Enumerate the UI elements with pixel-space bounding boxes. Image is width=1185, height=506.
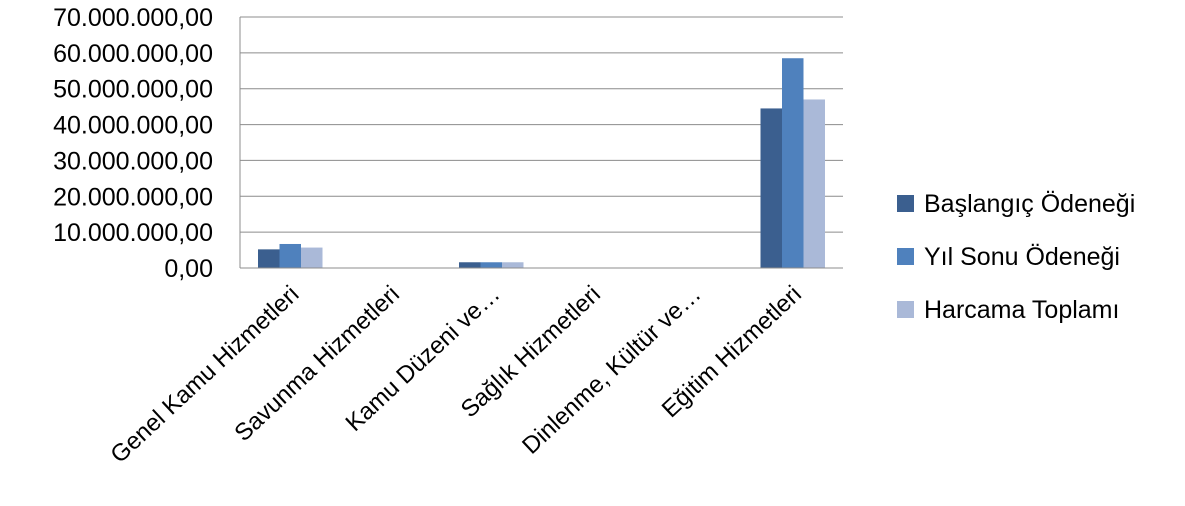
axes	[239, 17, 843, 269]
legend-label: Harcama Toplamı	[924, 296, 1119, 324]
legend-swatch	[897, 195, 914, 212]
bar	[301, 247, 323, 268]
legend-label: Başlangıç Ödeneği	[924, 190, 1135, 218]
bar	[502, 262, 524, 268]
bar	[480, 262, 502, 268]
bars	[258, 58, 825, 268]
y-tick-label: 20.000.000,00	[53, 183, 213, 211]
x-tick-label: Dinlenme, Kültür ve…	[517, 281, 706, 460]
legend-label: Yıl Sonu Ödeneği	[924, 243, 1120, 271]
legend: Başlangıç Ödeneği Yıl Sonu Ödeneği Harcama…	[897, 190, 1135, 324]
bar	[258, 249, 280, 268]
y-axis-tick-labels: 0,00 10.000.000,00 20.000.000,00 30.000.000…	[53, 4, 213, 283]
y-tick-label: 30.000.000,00	[53, 147, 213, 175]
y-tick-label: 70.000.000,00	[53, 4, 213, 32]
y-tick-label: 0,00	[164, 255, 213, 283]
y-tick-label: 10.000.000,00	[53, 219, 213, 247]
x-tick-label: Savunma Hizmetleri	[229, 281, 404, 447]
bar	[760, 108, 782, 268]
legend-swatch	[897, 248, 914, 265]
y-tick-label: 50.000.000,00	[53, 76, 213, 104]
legend-swatch	[897, 301, 914, 318]
y-tick-label: 40.000.000,00	[53, 112, 213, 140]
bar	[459, 262, 481, 268]
y-tick-label: 60.000.000,00	[53, 40, 213, 68]
bar	[782, 58, 804, 268]
bar	[803, 99, 825, 268]
bar	[279, 243, 301, 268]
gridlines	[240, 16, 843, 233]
x-tick-label: Genel Kamu Hizmetleri	[105, 281, 304, 469]
